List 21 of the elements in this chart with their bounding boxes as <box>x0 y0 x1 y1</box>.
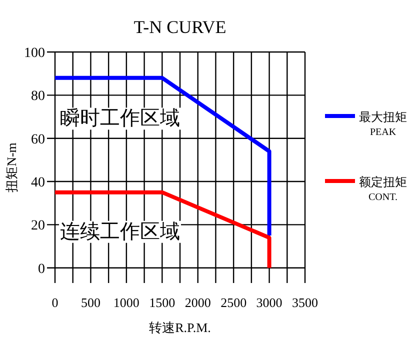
x-tick-label: 2500 <box>220 295 247 310</box>
legend-label: 最大扭矩 PEAK <box>359 110 407 138</box>
title: T-N CURVE <box>134 17 226 37</box>
x-tick-label: 1500 <box>149 295 176 310</box>
annotation: 瞬时工作区域 <box>60 108 180 130</box>
y-tick-label: 100 <box>24 46 45 61</box>
x-tick-label: 1000 <box>113 295 140 310</box>
y-tick-label: 80 <box>31 89 45 104</box>
x-tick-label: 500 <box>80 295 100 310</box>
y-tick-label: 20 <box>31 218 45 234</box>
y-tick-label: 40 <box>31 176 45 191</box>
x-tick-label: 2000 <box>184 295 211 310</box>
annotation: 连续工作区域 <box>60 220 180 243</box>
legend-label: 额定扭矩 CONT. <box>359 175 407 203</box>
y-tick-label: 0 <box>38 262 45 277</box>
ylabel: 扭矩N-m <box>4 142 19 192</box>
x-tick-label: 3500 <box>292 295 318 310</box>
x-tick-label: 3000 <box>256 295 282 310</box>
xlabel: 转速R.P.M. <box>149 320 211 335</box>
y-tick-label: 60 <box>31 132 45 148</box>
x-tick-label: 0 <box>52 295 58 310</box>
